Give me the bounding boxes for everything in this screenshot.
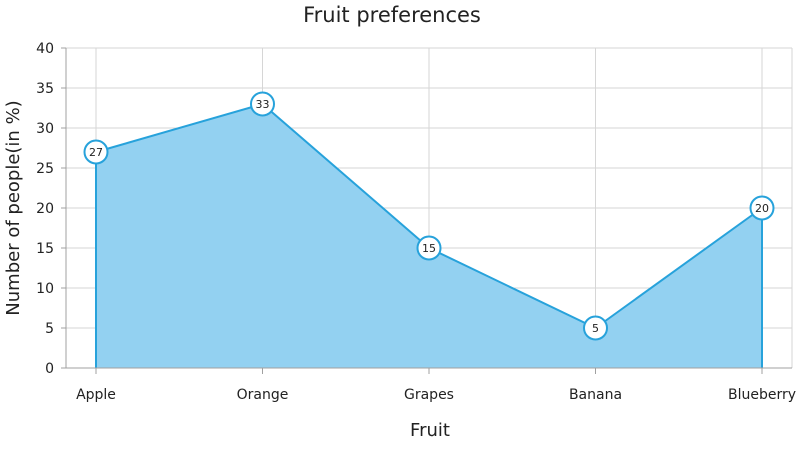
data-label: 27: [89, 146, 103, 159]
data-point-marker[interactable]: [416, 235, 442, 261]
y-tick-label: 25: [36, 161, 54, 177]
y-tick-label: 20: [36, 201, 54, 217]
data-label: 33: [256, 98, 270, 111]
x-tick-label: Grapes: [404, 387, 454, 403]
x-tick-label: Apple: [76, 387, 116, 403]
y-tick-label: 35: [36, 81, 54, 97]
x-axis-label: Fruit: [410, 420, 450, 441]
data-point-marker[interactable]: [749, 195, 775, 221]
y-tick-label: 10: [36, 281, 54, 297]
y-tick-label: 0: [45, 361, 54, 377]
x-tick-label: Orange: [237, 387, 289, 403]
axis-layer: [61, 47, 792, 374]
marker-layer: 27 33 15 5 20: [83, 91, 775, 341]
area-fill: [96, 104, 762, 368]
data-label: 15: [422, 242, 436, 255]
y-axis-label: Number of people(in %): [3, 100, 24, 315]
data-label: 20: [755, 202, 769, 215]
data-label: 5: [592, 322, 599, 335]
data-point-marker[interactable]: [83, 139, 109, 165]
y-tick-label: 30: [36, 121, 54, 137]
data-point-marker[interactable]: [583, 315, 608, 341]
data-point-marker[interactable]: [250, 91, 275, 117]
y-tick-label: 40: [36, 41, 54, 57]
tick-layer: 0 5 10 15 20 25 30 35 40 Apple Orange Grapes Banana B…: [36, 41, 796, 403]
y-tick-label: 5: [45, 321, 54, 337]
chart-title: Fruit preferences: [303, 3, 481, 27]
y-tick-label: 15: [36, 241, 54, 257]
x-tick-label: Banana: [569, 387, 622, 403]
x-tick-label: Blueberry: [728, 387, 796, 403]
